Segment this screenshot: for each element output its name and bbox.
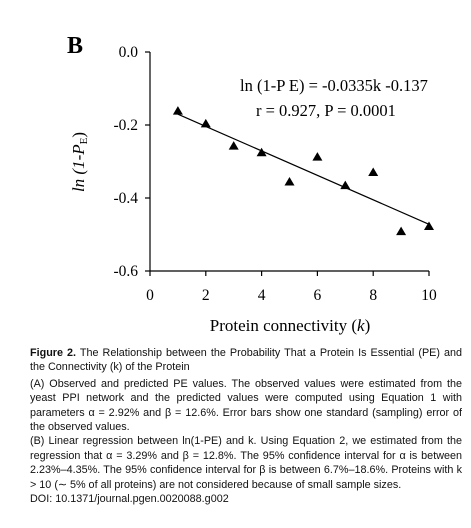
y-tick-label: -0.6 [113,263,138,280]
y-tick-label: 0.0 [119,44,139,61]
data-point-triangle [256,147,267,157]
figure-label: Figure 2. [30,347,77,359]
data-point-triangle [340,180,351,190]
data-point-triangle [284,176,295,186]
regression-figure: B 0 2 4 6 8 10 0.0 -0.2 -0.4 -0.6 Protein connect… [67,33,437,335]
x-axis-label-close: ) [365,316,371,335]
chart-ticks: 0 2 4 6 8 10 0.0 -0.2 -0.4 -0.6 [113,44,437,304]
figure-caption: Figure 2. The Relationship between the P… [30,346,462,506]
data-point-triangle [396,226,407,236]
panel-label: B [67,33,83,59]
chart-axes [149,52,429,272]
y-tick-label: -0.2 [113,117,138,134]
x-tick-label: 0 [146,287,154,304]
regression-line-group [177,113,430,225]
data-point-triangle [368,167,379,176]
data-point-triangle [424,221,434,230]
x-tick-label: 4 [258,287,266,304]
y-axis-label-close: ) [69,132,88,138]
y-tick-label: -0.4 [113,190,138,207]
y-axis-label-text: ln (1-P [69,144,88,192]
caption-title: The Relationship between the Probability… [30,347,463,374]
caption-doi: DOI: 10.1371/journal.pgen.0020088.g002 [30,493,229,506]
y-axis-label: ln (1-PE) [69,132,90,192]
data-points [172,106,434,236]
data-point-triangle [172,106,183,115]
regression-statistics: r = 0.927, P = 0.0001 [256,101,396,120]
caption-title-line: Figure 2. The Relationship between the P… [30,346,462,375]
y-axis-label-subscript: E [78,137,90,144]
regression-line [177,113,430,225]
x-tick-label: 2 [202,287,210,304]
x-axis-label-variable: k [357,316,365,335]
caption-paragraph-a: (A) Observed and predicted PE values. Th… [30,377,462,434]
data-point-triangle [312,152,323,161]
x-tick-label: 8 [369,287,377,304]
caption-paragraph-b: (B) Linear regression between ln(1-PE) a… [30,435,462,491]
x-axis-label: Protein connectivity (k) [210,316,371,335]
chart-labels: Protein connectivity (k)ln (1-PE)ln (1-P… [69,76,428,335]
regression-equation: ln (1-P E) = -0.0335k -0.137 [240,76,428,95]
x-tick-label: 6 [314,287,322,304]
x-tick-label: 10 [421,287,437,304]
x-axis-label-text: Protein connectivity ( [210,316,358,335]
data-point-triangle [228,141,239,150]
data-point-triangle [200,118,211,128]
